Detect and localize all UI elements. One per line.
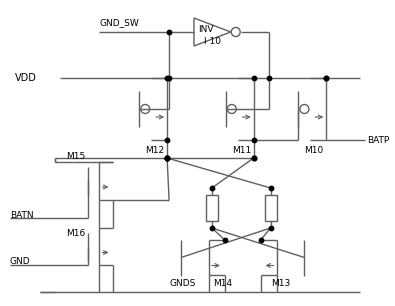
Text: INV: INV: [198, 24, 213, 33]
Text: BATN: BATN: [10, 211, 34, 219]
Text: M16: M16: [66, 229, 85, 237]
Text: I 10: I 10: [204, 36, 221, 46]
Text: M13: M13: [271, 278, 291, 288]
Text: M15: M15: [66, 151, 85, 161]
Bar: [206, 195, 218, 221]
Text: M10: M10: [305, 145, 324, 155]
Bar: [265, 195, 276, 221]
Text: M14: M14: [213, 278, 232, 288]
Text: M12: M12: [145, 145, 164, 155]
Text: GNDS: GNDS: [169, 279, 196, 289]
Text: VDD: VDD: [15, 73, 37, 83]
Text: GND_SW: GND_SW: [100, 18, 139, 28]
Text: GND: GND: [10, 256, 30, 266]
Text: BATP: BATP: [367, 136, 389, 144]
Text: M11: M11: [232, 145, 251, 155]
